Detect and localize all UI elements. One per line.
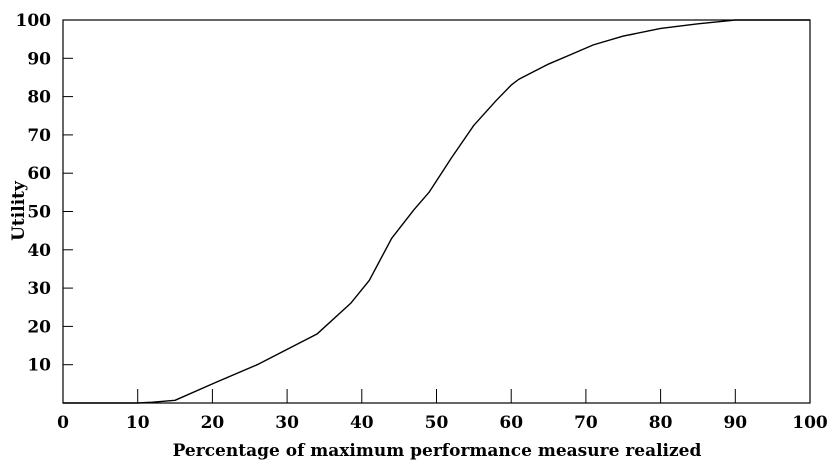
- x-tick-label: 100: [792, 413, 828, 433]
- x-tick-label: 10: [126, 413, 150, 433]
- y-tick-label: 100: [16, 11, 52, 31]
- y-tick-label: 40: [27, 241, 51, 261]
- y-tick-label: 50: [27, 203, 51, 223]
- y-axis-ticks: [63, 19, 73, 366]
- x-axis-ticks: [62, 389, 811, 403]
- y-tick-label: 90: [27, 49, 51, 69]
- series-layer: [63, 19, 810, 404]
- y-tick-label: 80: [27, 88, 51, 108]
- y-axis-tick-labels: 10 20 30 40 50 60 70 80 90 100: [16, 11, 52, 376]
- x-tick-label: 0: [57, 413, 69, 433]
- y-tick-label: 20: [27, 317, 51, 337]
- x-tick-label: 60: [499, 413, 523, 433]
- plot-frame: [62, 19, 811, 404]
- plot-border: [62, 19, 811, 404]
- x-tick-label: 90: [723, 413, 747, 433]
- utility-curve: [63, 19, 810, 404]
- y-tick-label: 10: [27, 356, 51, 376]
- y-axis-title: Utility: [9, 180, 29, 241]
- x-axis-tick-labels: 0 10 20 30 40 50 60 70 80 90 100: [57, 413, 828, 433]
- x-tick-label: 20: [201, 413, 225, 433]
- x-axis-title: Percentage of maximum performance measur…: [173, 441, 702, 461]
- x-tick-label: 50: [425, 413, 449, 433]
- x-tick-label: 30: [275, 413, 299, 433]
- x-tick-label: 80: [649, 413, 673, 433]
- y-tick-label: 30: [27, 279, 51, 299]
- x-tick-label: 40: [350, 413, 374, 433]
- x-tick-label: 70: [574, 413, 598, 433]
- y-tick-label: 60: [27, 164, 51, 184]
- y-tick-label: 70: [27, 126, 51, 146]
